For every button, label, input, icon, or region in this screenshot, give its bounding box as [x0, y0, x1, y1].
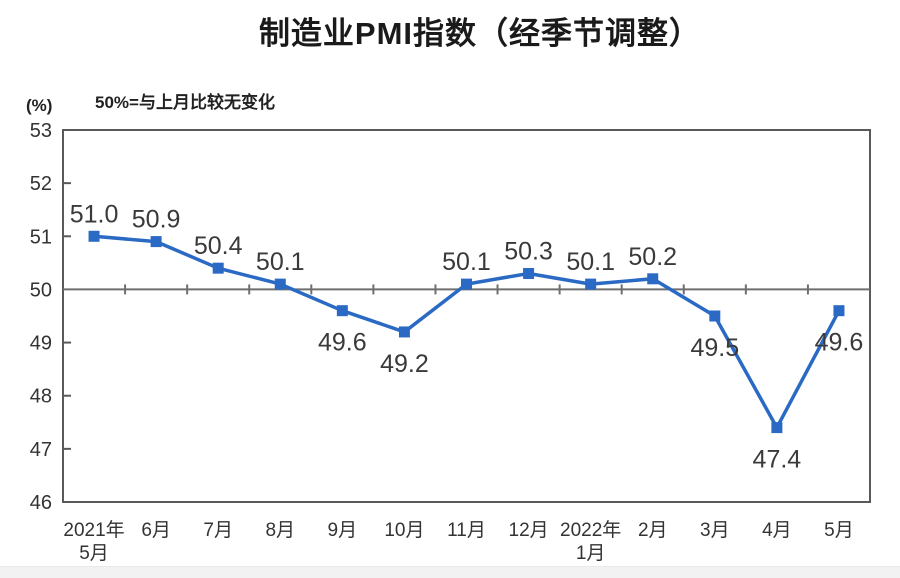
plot-border	[62, 129, 871, 503]
data-point-label: 50.2	[628, 243, 677, 271]
data-point-marker	[833, 305, 845, 317]
y-tick-label: 51	[30, 226, 52, 248]
chart-subtitle: 50%=与上月比较无变化	[95, 93, 275, 112]
x-tick-label: 12月	[509, 520, 549, 541]
data-point-marker	[709, 310, 721, 322]
data-point-label: 49.2	[380, 350, 429, 378]
x-tick-label: 2月	[638, 520, 668, 541]
x-tick-label: 2022年	[560, 519, 621, 541]
data-point-marker	[88, 230, 100, 242]
data-point-label: 47.4	[753, 446, 802, 474]
y-axis-unit-label: (%)	[26, 96, 53, 115]
data-point-marker	[274, 278, 286, 290]
data-point-label: 50.1	[442, 248, 491, 276]
x-tick-label: 3月	[700, 520, 730, 541]
data-point-marker	[212, 262, 224, 274]
x-tick-label: 10月	[384, 520, 424, 541]
y-tick-label: 53	[30, 120, 52, 142]
data-point-label: 50.9	[132, 206, 181, 234]
data-point-marker	[771, 422, 783, 434]
x-tick-label: 5月	[824, 520, 854, 541]
data-point-marker	[336, 305, 348, 317]
data-point-label: 51.0	[70, 200, 119, 228]
y-tick-label: 49	[30, 333, 52, 355]
data-point-marker	[523, 267, 535, 279]
data-point-label: 50.4	[194, 232, 243, 260]
x-tick-label: 2021年	[63, 519, 124, 541]
page-bottom-strip	[0, 566, 900, 578]
x-tick-label: 8月	[265, 520, 295, 541]
y-tick-label: 50	[30, 279, 52, 301]
y-tick-label: 48	[30, 386, 52, 408]
data-point-marker	[150, 236, 162, 248]
y-tick-label: 52	[30, 173, 52, 195]
chart-title: 制造业PMI指数（经季节调整）	[258, 16, 702, 51]
x-tick-label-line2: 1月	[576, 543, 606, 564]
y-tick-label: 46	[30, 492, 52, 514]
data-point-label: 50.1	[256, 248, 305, 276]
data-point-marker	[585, 278, 597, 290]
data-point-marker	[461, 278, 472, 290]
x-tick-label: 4月	[762, 520, 792, 541]
x-tick-label-line2: 5月	[79, 543, 109, 564]
data-point-marker	[647, 273, 659, 285]
data-point-label: 49.6	[815, 329, 864, 357]
x-tick-label: 7月	[203, 520, 233, 541]
data-point-label: 49.6	[318, 329, 367, 357]
data-point-label: 49.5	[690, 334, 739, 362]
x-tick-label: 9月	[328, 520, 358, 541]
x-tick-label: 11月	[447, 520, 486, 541]
data-point-marker	[398, 326, 410, 338]
data-point-label: 50.1	[566, 248, 615, 276]
data-point-label: 50.3	[504, 237, 553, 265]
y-tick-label: 47	[30, 439, 52, 461]
x-tick-label: 6月	[141, 520, 171, 541]
